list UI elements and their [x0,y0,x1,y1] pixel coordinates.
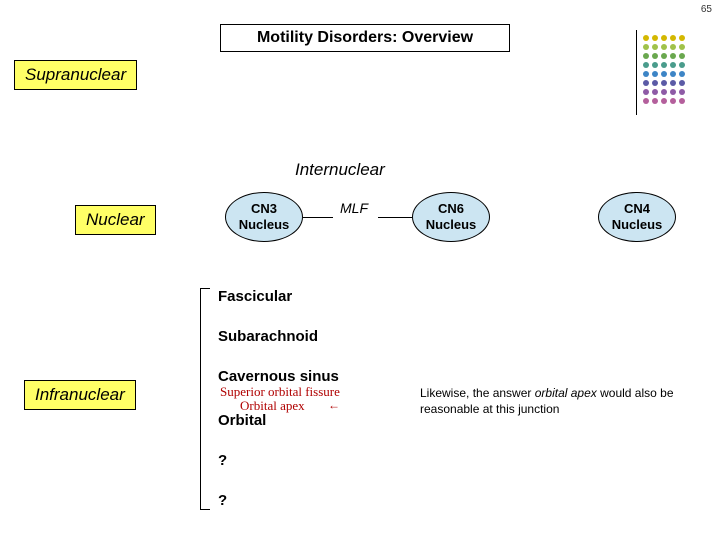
term-orbital: Orbital [218,412,266,429]
connector-cn3-mlf [303,217,333,218]
cn3-label: CN3 Nucleus [226,201,302,232]
term-cavernous: Cavernous sinus [218,368,339,385]
cn6-label: CN6 Nucleus [413,201,489,232]
label-supranuclear: Supranuclear [14,60,137,90]
slide-number: 65 [701,4,712,15]
mlf-label: MLF [340,200,368,216]
cn6-nucleus: CN6 Nucleus [412,192,490,242]
note-pre: Likewise, the answer [420,386,535,400]
cn4-nucleus: CN4 Nucleus [598,192,676,242]
term-fascicular: Fascicular [218,288,292,305]
label-nuclear: Nuclear [75,205,156,235]
cn4-label: CN4 Nucleus [599,201,675,232]
arrow-icon: ← [328,398,340,412]
cn3-nucleus: CN3 Nucleus [225,192,303,242]
bracket-icon [200,288,210,510]
connector-mlf-cn6 [378,217,412,218]
term-subarachnoid: Subarachnoid [218,328,318,345]
label-internuclear: Internuclear [295,160,385,180]
note-ital: orbital apex [535,386,597,400]
dotgrid-divider [636,30,637,115]
note-text: Likewise, the answer orbital apex would … [420,386,690,417]
decorative-dot-grid [638,30,708,120]
slide-title: Motility Disorders: Overview [220,24,510,52]
question-1: ? [218,452,227,469]
label-infranuclear: Infranuclear [24,380,136,410]
question-2: ? [218,492,227,509]
